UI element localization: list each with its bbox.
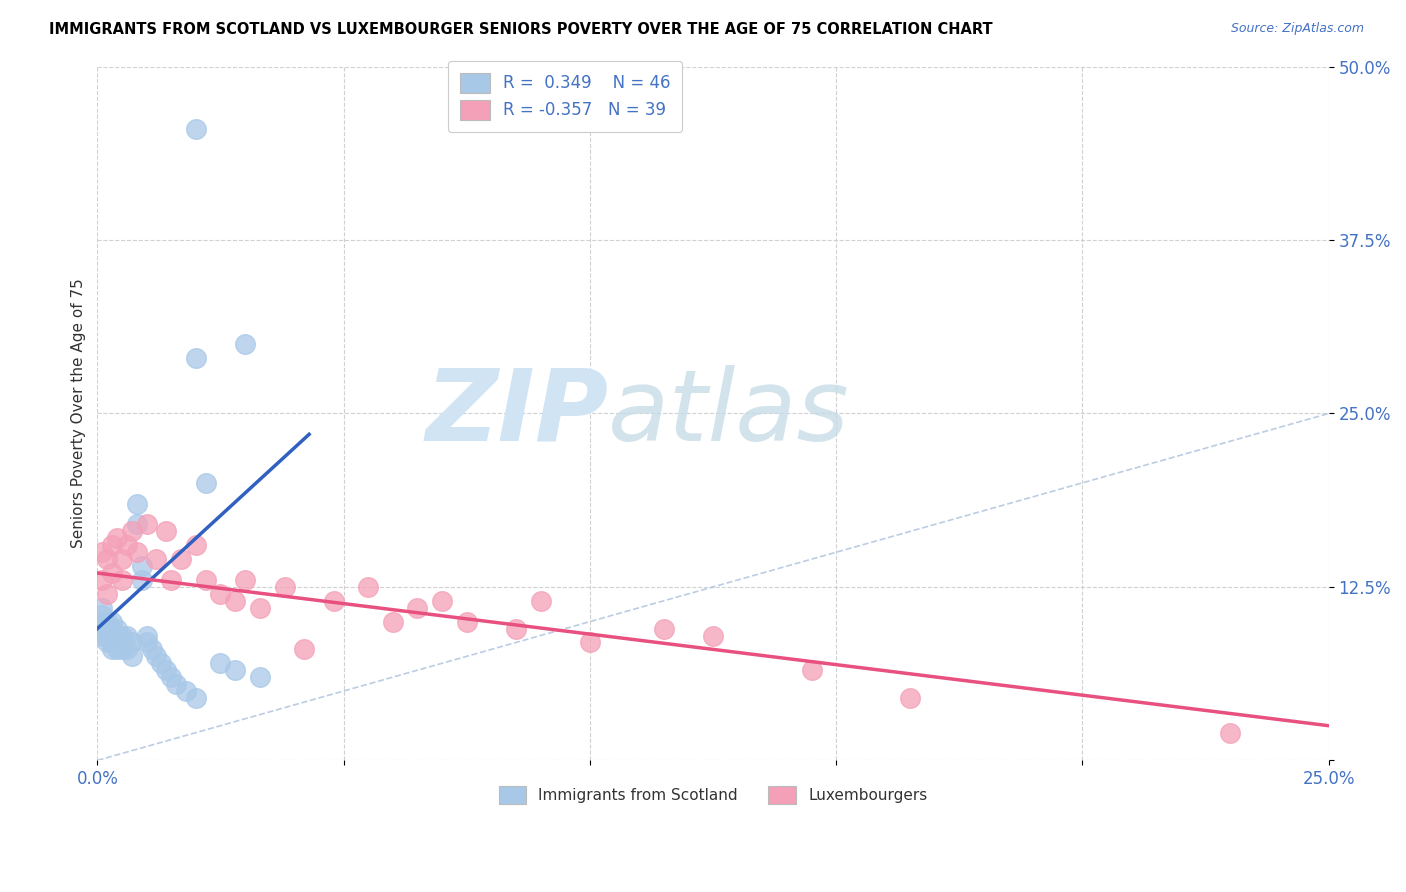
Point	[322, 594, 344, 608]
Point	[174, 684, 197, 698]
Point	[145, 552, 167, 566]
Text: atlas: atlas	[609, 365, 851, 462]
Point	[209, 587, 232, 601]
Point	[96, 552, 118, 566]
Point	[194, 475, 217, 490]
Point	[194, 573, 217, 587]
Point	[135, 628, 157, 642]
Point	[150, 657, 173, 671]
Point	[91, 573, 114, 587]
Point	[135, 635, 157, 649]
Point	[111, 628, 134, 642]
Point	[357, 580, 380, 594]
Point	[91, 615, 114, 629]
Point	[160, 573, 183, 587]
Point	[105, 622, 128, 636]
Point	[155, 524, 177, 539]
Point	[430, 594, 453, 608]
Text: Source: ZipAtlas.com: Source: ZipAtlas.com	[1230, 22, 1364, 36]
Point	[209, 657, 232, 671]
Point	[121, 524, 143, 539]
Point	[233, 337, 256, 351]
Point	[105, 532, 128, 546]
Point	[898, 690, 921, 705]
Y-axis label: Seniors Poverty Over the Age of 75: Seniors Poverty Over the Age of 75	[72, 278, 86, 549]
Point	[249, 600, 271, 615]
Point	[111, 635, 134, 649]
Point	[101, 538, 124, 552]
Point	[91, 628, 114, 642]
Point	[101, 642, 124, 657]
Point	[101, 615, 124, 629]
Point	[406, 600, 429, 615]
Point	[111, 573, 134, 587]
Point	[170, 552, 193, 566]
Point	[91, 607, 114, 622]
Point	[381, 615, 404, 629]
Point	[131, 559, 153, 574]
Point	[121, 635, 143, 649]
Point	[91, 545, 114, 559]
Legend: Immigrants from Scotland, Luxembourgers: Immigrants from Scotland, Luxembourgers	[488, 775, 938, 815]
Point	[101, 622, 124, 636]
Point	[652, 622, 675, 636]
Point	[105, 642, 128, 657]
Point	[115, 642, 138, 657]
Point	[184, 538, 207, 552]
Point	[105, 635, 128, 649]
Point	[702, 628, 724, 642]
Point	[184, 351, 207, 365]
Point	[105, 628, 128, 642]
Point	[111, 552, 134, 566]
Point	[135, 517, 157, 532]
Point	[233, 573, 256, 587]
Point	[96, 628, 118, 642]
Point	[530, 594, 553, 608]
Point	[91, 622, 114, 636]
Point	[1219, 725, 1241, 739]
Point	[273, 580, 295, 594]
Point	[131, 573, 153, 587]
Point	[96, 587, 118, 601]
Point	[96, 635, 118, 649]
Point	[121, 649, 143, 664]
Point	[101, 566, 124, 580]
Point	[165, 677, 187, 691]
Point	[101, 628, 124, 642]
Point	[111, 642, 134, 657]
Point	[155, 663, 177, 677]
Point	[456, 615, 478, 629]
Text: IMMIGRANTS FROM SCOTLAND VS LUXEMBOURGER SENIORS POVERTY OVER THE AGE OF 75 CORR: IMMIGRANTS FROM SCOTLAND VS LUXEMBOURGER…	[49, 22, 993, 37]
Point	[579, 635, 602, 649]
Point	[224, 594, 246, 608]
Point	[184, 122, 207, 136]
Text: ZIP: ZIP	[426, 365, 609, 462]
Point	[160, 670, 183, 684]
Point	[115, 538, 138, 552]
Point	[145, 649, 167, 664]
Point	[96, 615, 118, 629]
Point	[505, 622, 527, 636]
Point	[292, 642, 315, 657]
Point	[141, 642, 163, 657]
Point	[184, 690, 207, 705]
Point	[91, 600, 114, 615]
Point	[125, 497, 148, 511]
Point	[800, 663, 823, 677]
Point	[96, 622, 118, 636]
Point	[125, 545, 148, 559]
Point	[249, 670, 271, 684]
Point	[101, 635, 124, 649]
Point	[115, 628, 138, 642]
Point	[224, 663, 246, 677]
Point	[125, 517, 148, 532]
